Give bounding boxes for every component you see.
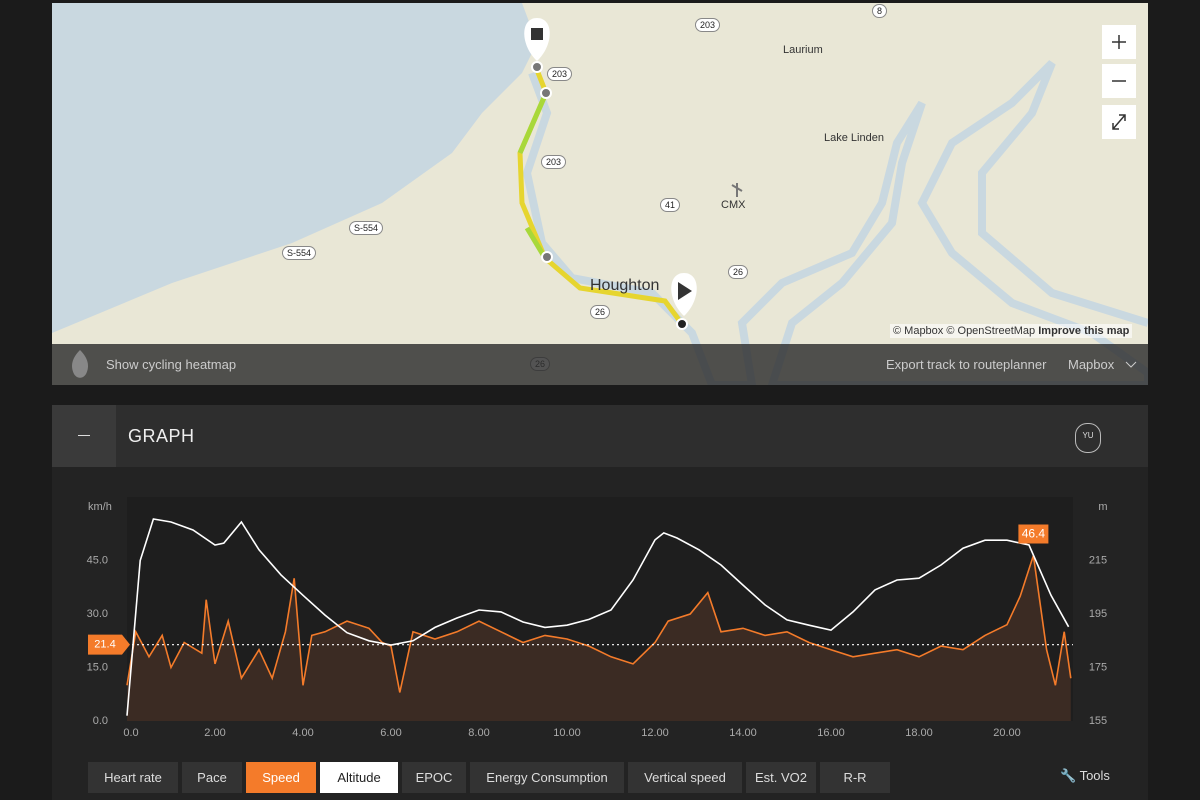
road-shield: S-554 xyxy=(282,246,317,260)
place-label: Laurium xyxy=(783,44,823,56)
road-shield: 26 xyxy=(590,305,611,319)
y-tick-label: 45.0 xyxy=(87,554,108,566)
line xyxy=(126,518,1070,716)
x-tick-label: 0.0 xyxy=(123,727,138,739)
export-link[interactable]: Export track to routeplanner xyxy=(886,357,1047,372)
average-label: 21.4 xyxy=(94,639,115,651)
road-shield: 26 xyxy=(728,265,749,279)
place-label: CMX xyxy=(721,199,746,211)
chevron xyxy=(1125,361,1137,368)
badge: YU xyxy=(1075,423,1101,453)
map[interactable]: Laurium Lake Linden CMX Houghton 203 8 2… xyxy=(52,3,1148,385)
max-label: 46.4 xyxy=(1022,527,1046,541)
place-label: Houghton xyxy=(590,277,660,294)
area xyxy=(127,555,1071,721)
attribution: © Mapbox © OpenStreetMap Improve this ma… xyxy=(890,324,1133,338)
y-tick-label: 30.0 xyxy=(87,608,108,620)
road-shield: 203 xyxy=(547,67,573,81)
x-tick-label: 10.00 xyxy=(553,727,581,739)
map-shapes xyxy=(52,3,1148,385)
x-tick-label: 8.00 xyxy=(468,727,489,739)
tab[interactable]: Pace xyxy=(182,762,242,793)
road-shield: 8 xyxy=(872,4,888,18)
road-shield: S-554 xyxy=(349,221,384,235)
y-tick-label: 0.0 xyxy=(93,715,108,727)
tab[interactable]: Energy Consumption xyxy=(470,762,624,793)
improve-link[interactable]: Improve this map xyxy=(1038,325,1130,337)
y2-tick-label: 215 xyxy=(1089,554,1107,566)
map-provider[interactable]: Mapbox xyxy=(1068,357,1115,372)
x-tick-label: 6.00 xyxy=(380,727,401,739)
tab[interactable]: R-R xyxy=(820,762,890,793)
x-tick-label: 14.00 xyxy=(729,727,757,739)
tools-button[interactable]: 🔧 Tools xyxy=(1060,768,1110,783)
x-tick-label: 16.00 xyxy=(817,727,845,739)
attribution-text[interactable]: © Mapbox © OpenStreetMap xyxy=(893,325,1036,337)
y2-tick-label: 195 xyxy=(1089,608,1107,620)
x-tick-label: 4.00 xyxy=(292,727,313,739)
collapse-button[interactable] xyxy=(52,405,116,467)
graph-header: GRAPH YU xyxy=(52,405,1148,467)
x-tick-label: 2.00 xyxy=(204,727,225,739)
place-label: Lake Linden xyxy=(824,132,884,144)
heatmap-toggle[interactable]: Show cycling heatmap xyxy=(106,357,237,372)
tools-label[interactable]: Tools xyxy=(1079,768,1110,783)
x-tick-label: 20.00 xyxy=(993,727,1021,739)
x-tick-label: 18.00 xyxy=(905,727,933,739)
tab[interactable]: Heart rate xyxy=(88,762,178,793)
line xyxy=(126,555,1072,693)
heatmap-icon[interactable] xyxy=(68,348,92,382)
tab[interactable]: EPOC xyxy=(402,762,466,793)
map-bar: Show cycling heatmap Export track to rou… xyxy=(52,344,1148,385)
road-shield: 203 xyxy=(541,155,567,169)
average-flag xyxy=(88,634,130,655)
y-axis-label: km/h xyxy=(88,501,112,513)
tab[interactable]: Speed xyxy=(246,762,316,793)
graph-title: GRAPH xyxy=(128,426,195,446)
road-shield: 203 xyxy=(695,18,721,32)
road-shield: 41 xyxy=(660,198,681,212)
y2-tick-label: 175 xyxy=(1089,661,1107,673)
y2-tick-label: 155 xyxy=(1089,715,1107,727)
tab[interactable]: Est. VO2 xyxy=(746,762,816,793)
x-tick-label: 12.00 xyxy=(641,727,669,739)
graph-panel: GRAPH YU km/h m 0.0 15.0 30.0 45.0 155 175 195 21… xyxy=(52,405,1148,800)
tab[interactable]: Altitude xyxy=(320,762,398,793)
tab[interactable]: Vertical speed xyxy=(628,762,742,793)
y2-axis-label: m xyxy=(1098,501,1107,513)
max-marker xyxy=(1018,524,1049,544)
y-tick-label: 15.0 xyxy=(87,661,108,673)
chart: km/h m 0.0 15.0 30.0 45.0 155 175 195 215 0.0 2.00 4… xyxy=(87,497,1108,739)
